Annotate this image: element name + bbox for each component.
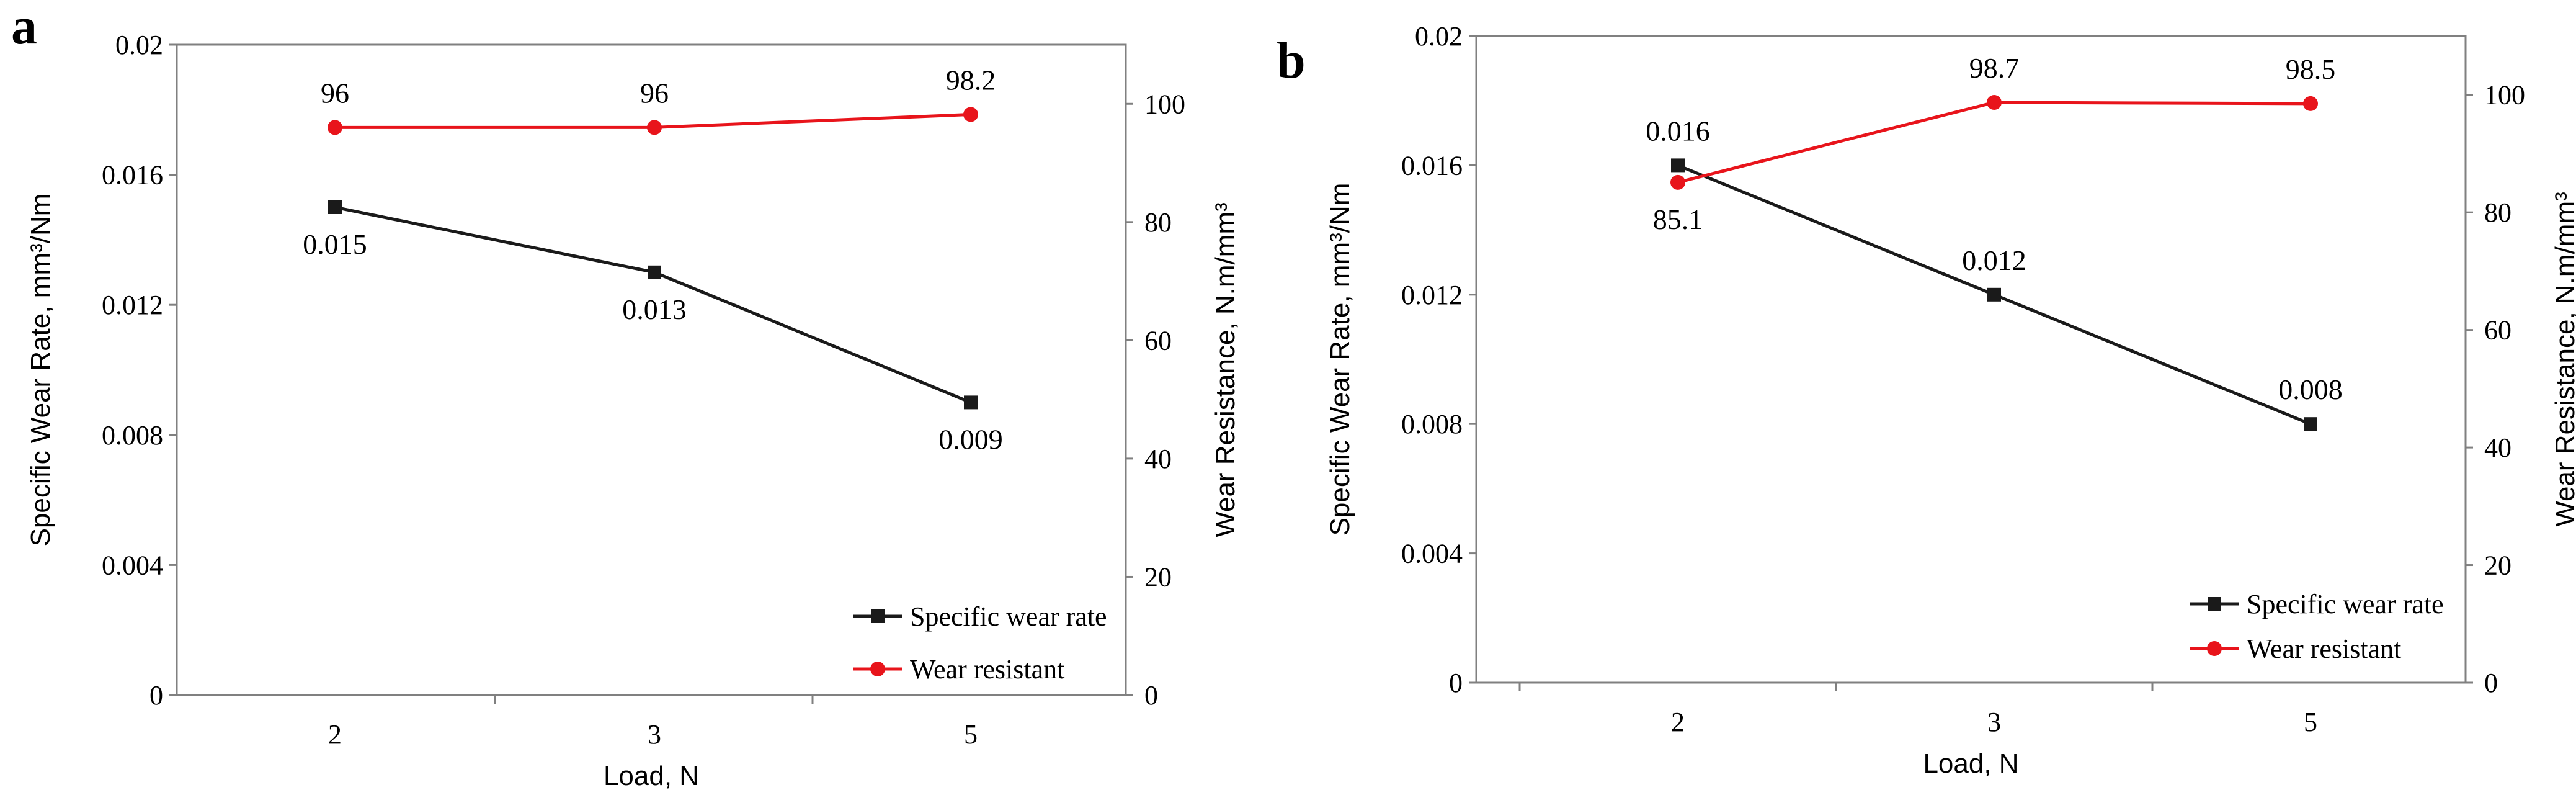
chart-b-wear-resistance-point <box>1987 95 2002 110</box>
chart-a-x-tick-label: 3 <box>648 719 661 750</box>
chart-b-y2-tick-label: 20 <box>2484 550 2511 581</box>
chart-a-wear-resistance-legend-label: Wear resistant <box>910 654 1064 685</box>
chart-a-wear-resistance-legend-marker <box>870 662 885 676</box>
chart-a-y2-tick-label: 0 <box>1144 680 1158 711</box>
chart-b-y-tick-label: 0.016 <box>1401 150 1463 181</box>
chart-b-wear-resistance-data-label: 85.1 <box>1653 204 1703 235</box>
chart-b-panel-letter: b <box>1277 32 1306 89</box>
chart-a-x-tick-label: 2 <box>328 719 342 750</box>
chart-a-y-tick-label: 0.012 <box>102 290 163 320</box>
chart-b-y2-tick-label: 0 <box>2484 668 2498 698</box>
chart-a-y2-axis-title: Wear Resistance, N.m/mm³ <box>1210 202 1241 537</box>
chart-a-y2-tick-label: 20 <box>1144 562 1172 592</box>
chart-a-wear-resistance-data-label: 98.2 <box>946 64 996 96</box>
chart-a-x-tick-label: 5 <box>964 719 978 750</box>
chart-a-wear-rate-legend-label: Specific wear rate <box>910 601 1107 632</box>
chart-a-wear-rate-point <box>328 200 342 214</box>
chart-a-panel-letter: a <box>11 0 37 55</box>
chart-a-plot-area <box>176 43 1127 696</box>
chart-b-y-axis-title: Specific Wear Rate, mm³/Nm <box>1325 183 1355 536</box>
chart-b-wear-rate-point <box>1671 158 1685 173</box>
chart-b-y2-tick-label: 80 <box>2484 197 2511 228</box>
chart-a-y-tick-label: 0.004 <box>102 550 163 580</box>
chart-b-y2-tick-label: 60 <box>2484 315 2511 346</box>
chart-a-wear-rate-data-label: 0.009 <box>938 423 1003 455</box>
chart-a-y2-tick-label: 100 <box>1144 89 1185 119</box>
chart-b-wear-resistance-data-label: 98.5 <box>2286 53 2336 85</box>
chart-a-wear-resistance-data-label: 96 <box>321 77 349 109</box>
chart-b-y-tick-label: 0.008 <box>1401 409 1463 439</box>
chart-a-y-tick-label: 0.008 <box>102 420 163 451</box>
chart-b-wear-resistance-point <box>2303 96 2318 111</box>
chart-a-wear-resistance-point <box>328 120 342 135</box>
chart-b-wear-rate-legend-label: Specific wear rate <box>2247 589 2444 619</box>
chart-b-y-tick-label: 0 <box>1449 668 1463 698</box>
chart-a-wear-resistance-point <box>647 120 662 135</box>
chart-a-wear-resistance-data-label: 96 <box>640 77 669 109</box>
chart-b-plot-area <box>1475 35 2467 684</box>
chart-b-y-tick-label: 0.02 <box>1415 21 1463 52</box>
chart-a-wear-resistance-point <box>963 107 978 122</box>
chart-b-x-tick-label: 2 <box>1671 707 1685 737</box>
chart-a-y-tick-label: 0.02 <box>115 30 163 60</box>
chart-b-y-tick-label: 0.012 <box>1401 280 1463 310</box>
chart-a-y-tick-label: 0.016 <box>102 160 163 191</box>
chart-a-y-axis-title: Specific Wear Rate, mm³/Nm <box>25 194 56 547</box>
chart-a-y2-tick-label: 80 <box>1144 207 1172 238</box>
chart-b-y2-tick-label: 100 <box>2484 80 2525 110</box>
chart-b-y2-axis-title: Wear Resistance, N.m/mm³ <box>2550 192 2576 527</box>
chart-b-wear-rate-point <box>1987 287 2001 302</box>
chart-a-wear-rate-legend-marker <box>871 609 885 623</box>
chart-a-y-tick-label: 0 <box>149 680 163 711</box>
chart-b-wear-rate-data-label: 0.008 <box>2278 374 2343 405</box>
chart-b-y-tick-label: 0.004 <box>1401 539 1463 569</box>
chart-b-wear-resistance-data-label: 98.7 <box>1969 52 2020 84</box>
chart-b-wear-rate-legend-marker <box>2208 597 2221 611</box>
chart-b-x-axis-title: Load, N <box>1923 748 2018 779</box>
chart-a-y2-tick-label: 40 <box>1144 444 1172 474</box>
chart-a-wear-rate-data-label: 0.015 <box>303 228 367 260</box>
chart-b-wear-rate-data-label: 0.016 <box>1646 115 1710 146</box>
chart-b-x-tick-label: 3 <box>1987 707 2001 737</box>
chart-a-x-axis-title: Load, N <box>604 761 699 791</box>
chart-b-wear-resistance-legend-label: Wear resistant <box>2247 634 2401 664</box>
chart-a-y2-tick-label: 60 <box>1144 325 1172 356</box>
chart-b-y2-tick-label: 40 <box>2484 433 2511 463</box>
chart-b-wear-rate-point <box>2304 417 2317 431</box>
chart-b-wear-resistance-point <box>1670 174 1685 190</box>
chart-a-wear-rate-data-label: 0.013 <box>622 294 687 325</box>
chart-a-wear-rate-point <box>648 265 661 279</box>
chart-b-wear-resistance-legend-marker <box>2207 641 2222 656</box>
chart-b-wear-rate-data-label: 0.012 <box>1962 245 2026 276</box>
chart-a-wear-rate-point <box>964 395 978 410</box>
chart-b-x-tick-label: 5 <box>2304 707 2317 737</box>
